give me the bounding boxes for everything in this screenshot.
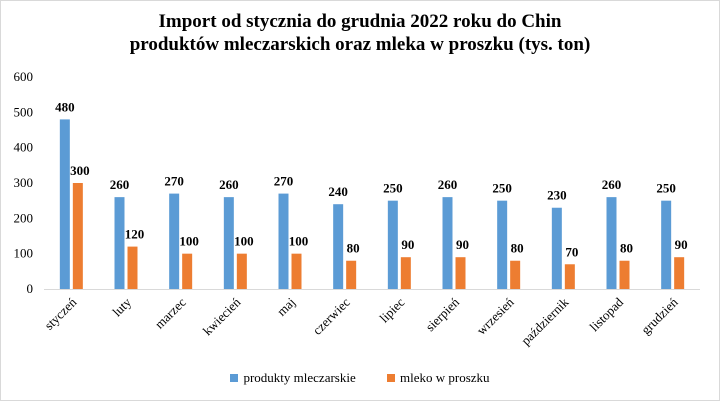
- bar-milk-powder: [236, 253, 247, 289]
- y-tick-label: 100: [14, 246, 34, 261]
- bar-dairy: [223, 197, 234, 289]
- bar-dairy: [661, 200, 672, 289]
- data-label: 120: [125, 227, 145, 242]
- x-tick-label: marzec: [152, 294, 189, 331]
- data-label: 260: [110, 177, 130, 192]
- bar-dairy: [114, 197, 125, 289]
- x-tick-label: kwiecień: [200, 294, 244, 338]
- data-label: 250: [383, 181, 403, 196]
- y-tick-label: 0: [27, 281, 34, 296]
- data-label: 300: [70, 163, 90, 178]
- x-tick-label: maj: [274, 295, 298, 319]
- x-tick-label: luty: [109, 294, 134, 319]
- bar-dairy: [169, 193, 180, 289]
- bar-milk-powder: [72, 183, 83, 289]
- data-label: 260: [219, 177, 239, 192]
- legend-label-milk-powder: mleko w proszku: [399, 370, 490, 385]
- data-label: 100: [234, 234, 254, 249]
- data-label: 100: [179, 234, 199, 249]
- legend-item-dairy: produkty mleczarskie: [230, 370, 356, 386]
- bar-milk-powder: [674, 257, 685, 289]
- bar-milk-powder: [182, 253, 193, 289]
- bar-milk-powder: [127, 246, 138, 289]
- data-label: 270: [164, 174, 184, 189]
- legend-swatch-dairy: [230, 374, 239, 382]
- x-tick-label: listopad: [586, 294, 626, 334]
- chart-title: Import od stycznia do grudnia 2022 roku …: [0, 10, 720, 56]
- legend-item-milk-powder: mleko w proszku: [386, 370, 490, 386]
- data-label: 70: [565, 244, 578, 259]
- data-label: 250: [656, 181, 676, 196]
- data-label: 90: [675, 237, 688, 252]
- y-tick-label: 400: [14, 140, 34, 155]
- bar-dairy: [333, 204, 344, 289]
- data-label: 230: [547, 188, 567, 203]
- x-tick-label: październik: [518, 294, 572, 348]
- x-tick-label: lipiec: [376, 294, 407, 325]
- bar-milk-powder: [291, 253, 302, 289]
- bar-milk-powder: [346, 260, 357, 289]
- bar-dairy: [387, 200, 398, 289]
- chart-title-line1: Import od stycznia do grudnia 2022 roku …: [158, 11, 562, 32]
- bar-milk-powder: [619, 260, 630, 289]
- x-tick-label: czerwiec: [310, 294, 353, 337]
- bar-milk-powder: [510, 260, 521, 289]
- legend-label-dairy: produkty mleczarskie: [243, 370, 356, 385]
- data-label: 250: [492, 181, 512, 196]
- bar-dairy: [442, 197, 453, 289]
- bar-dairy: [497, 200, 508, 289]
- data-label: 80: [347, 241, 360, 256]
- x-tick-label: styczeń: [41, 294, 80, 333]
- x-tick-label: grudzień: [638, 294, 681, 337]
- data-label: 260: [438, 177, 458, 192]
- bar-dairy: [606, 197, 617, 289]
- y-tick-label: 600: [14, 69, 34, 84]
- chart-title-line2: produktów mleczarskich oraz mleka w pros…: [129, 34, 591, 55]
- data-label: 270: [274, 174, 294, 189]
- legend-swatch-milk-powder: [386, 374, 395, 382]
- legend: produkty mleczarskie mleko w proszku: [0, 370, 720, 386]
- bar-milk-powder: [564, 264, 575, 289]
- bar-milk-powder: [400, 257, 411, 289]
- x-tick-label: wrzesień: [474, 294, 518, 338]
- y-tick-label: 300: [14, 175, 34, 190]
- data-label: 90: [401, 237, 414, 252]
- data-label: 240: [328, 184, 348, 199]
- data-label: 80: [620, 241, 633, 256]
- data-label: 100: [289, 234, 309, 249]
- bar-dairy: [59, 119, 70, 290]
- data-label: 90: [456, 237, 469, 252]
- bar-dairy: [278, 193, 289, 289]
- bar-dairy: [551, 207, 562, 289]
- bar-milk-powder: [455, 257, 466, 289]
- y-tick-label: 500: [14, 104, 34, 119]
- data-label: 80: [511, 241, 524, 256]
- data-label: 260: [602, 177, 622, 192]
- x-tick-label: sierpień: [422, 294, 462, 334]
- data-label: 480: [55, 99, 75, 114]
- y-tick-label: 200: [14, 210, 34, 225]
